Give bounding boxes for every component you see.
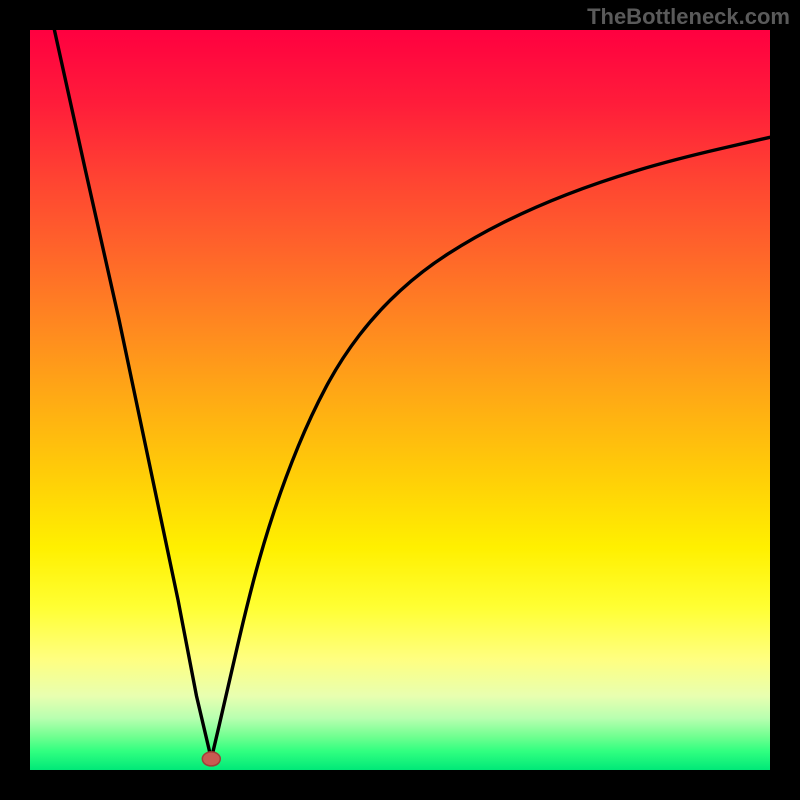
minimum-marker xyxy=(202,752,220,766)
chart-svg xyxy=(0,0,800,800)
plot-background xyxy=(30,30,770,770)
chart-container: TheBottleneck.com xyxy=(0,0,800,800)
watermark-text: TheBottleneck.com xyxy=(587,4,790,30)
